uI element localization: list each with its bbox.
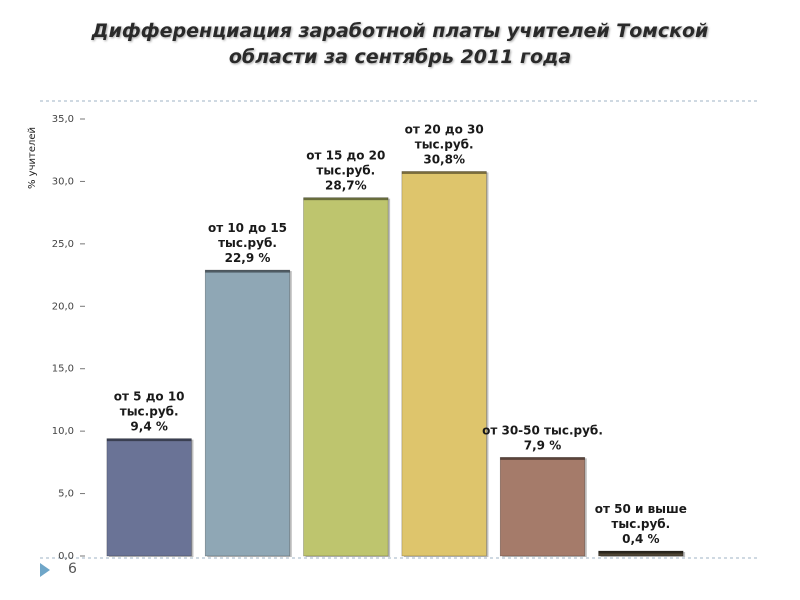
bar [303,197,389,557]
data-label: тыс.руб. [415,137,474,151]
data-label: 30,8% [423,152,465,166]
data-label: от 10 до 15 [208,221,287,235]
data-label: 22,9 % [225,251,271,265]
y-tick-label: 20,0 [52,301,74,312]
bar-top-edge [598,551,684,554]
bar-top-edge [303,197,389,201]
bar [106,438,192,557]
data-label: от 5 до 10 [114,390,185,404]
data-label: 28,7% [325,179,367,193]
bar-top-edge [106,438,192,442]
bar [499,457,586,557]
page-number: 6 [68,561,77,577]
data-label: тыс.руб. [120,405,179,419]
data-label: 9,4 % [130,420,167,434]
y-tick-label: 25,0 [52,239,74,250]
data-label: тыс.руб. [316,164,375,178]
y-tick-label: 15,0 [52,364,74,375]
y-axis-label: % учителей [27,127,38,189]
bar-top-edge [205,270,290,273]
bar [401,171,487,557]
chart-frame [40,100,760,559]
data-label: от 20 до 30 [405,122,484,136]
data-label: тыс.руб. [611,517,670,531]
data-label: от 50 и выше [595,502,687,516]
y-tick-label: 0,0 [58,551,74,562]
y-axis: 0,0 5,0 10,0 15,0 20,0 25,0 30,0 35,0 [52,114,85,562]
data-label: 0,4 % [622,532,659,546]
chart-title: Дифференциация заработной платы учителей… [40,18,760,70]
data-label: от 30-50 тыс.руб. [482,423,603,437]
bars [106,171,686,557]
data-label: тыс.руб. [218,236,277,250]
data-label: 7,9 % [524,438,561,452]
y-tick-label: 35,0 [52,114,74,125]
bar-top-edge [401,171,487,174]
chart-title-line-1: Дифференциация заработной платы учителей… [91,20,709,42]
nav-arrow-icon[interactable] [40,563,50,577]
y-tick-label: 5,0 [58,489,74,500]
y-tick-label: 10,0 [52,426,74,437]
data-label: от 15 до 20 [306,149,385,163]
bar [598,550,684,557]
bar [204,269,291,557]
y-tick-label: 30,0 [52,176,74,187]
chart-title-line-2: области за сентябрь 2011 года [228,46,572,68]
bar-top-edge [500,457,585,460]
